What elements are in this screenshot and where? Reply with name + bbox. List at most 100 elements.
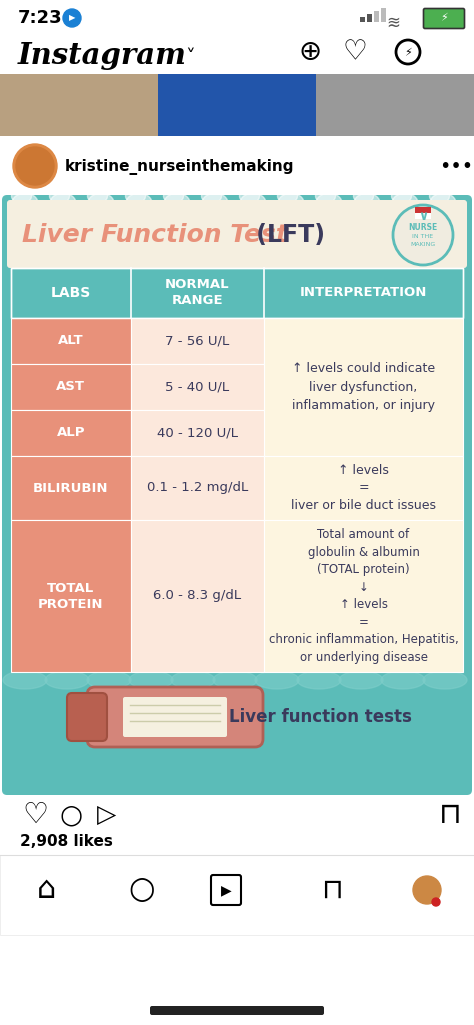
Circle shape	[13, 144, 57, 188]
Circle shape	[413, 876, 441, 904]
FancyBboxPatch shape	[131, 520, 264, 672]
Ellipse shape	[94, 203, 115, 217]
Text: 7 - 56 U/L: 7 - 56 U/L	[165, 334, 229, 347]
FancyBboxPatch shape	[423, 8, 465, 29]
Text: NORMAL
RANGE: NORMAL RANGE	[165, 279, 230, 308]
Ellipse shape	[3, 671, 47, 689]
Ellipse shape	[171, 671, 215, 689]
FancyBboxPatch shape	[0, 855, 474, 935]
Text: ↑ levels could indicate
liver dysfunction,
inflammation, or injury: ↑ levels could indicate liver dysfunctio…	[292, 362, 435, 412]
Text: ▶: ▶	[221, 883, 231, 897]
Text: NURSE: NURSE	[409, 222, 438, 232]
FancyBboxPatch shape	[158, 74, 316, 136]
Ellipse shape	[392, 189, 411, 204]
FancyBboxPatch shape	[131, 364, 264, 410]
Ellipse shape	[381, 671, 425, 689]
Ellipse shape	[18, 203, 38, 217]
FancyBboxPatch shape	[131, 410, 264, 456]
Ellipse shape	[361, 203, 381, 217]
Text: ⚡: ⚡	[404, 48, 412, 58]
Text: ⊕: ⊕	[298, 38, 322, 66]
Text: 7:23: 7:23	[18, 9, 63, 27]
Ellipse shape	[129, 671, 173, 689]
FancyBboxPatch shape	[264, 520, 463, 672]
FancyBboxPatch shape	[415, 213, 431, 219]
Ellipse shape	[88, 189, 108, 204]
Text: ⊓: ⊓	[321, 876, 343, 904]
FancyBboxPatch shape	[316, 74, 474, 136]
Ellipse shape	[12, 194, 38, 213]
Text: Liver Function Test: Liver Function Test	[22, 223, 288, 247]
Text: ♡: ♡	[22, 801, 48, 829]
Ellipse shape	[322, 203, 343, 217]
Text: ≋: ≋	[386, 14, 400, 32]
Ellipse shape	[399, 203, 419, 217]
Ellipse shape	[423, 671, 467, 689]
Text: ○: ○	[60, 802, 83, 828]
Ellipse shape	[201, 189, 221, 204]
Text: •••: •••	[439, 157, 473, 175]
Circle shape	[63, 9, 81, 27]
Text: ALT: ALT	[58, 334, 84, 347]
Ellipse shape	[354, 189, 374, 204]
Text: ○: ○	[128, 875, 155, 904]
Text: ALP: ALP	[56, 426, 85, 440]
Text: ▷: ▷	[97, 803, 116, 827]
FancyBboxPatch shape	[67, 693, 107, 741]
Text: 5 - 40 U/L: 5 - 40 U/L	[165, 380, 229, 394]
Text: ⌂: ⌂	[37, 875, 57, 904]
Ellipse shape	[126, 189, 146, 204]
Ellipse shape	[87, 671, 131, 689]
Ellipse shape	[246, 203, 266, 217]
Text: 6.0 - 8.3 g/dL: 6.0 - 8.3 g/dL	[154, 589, 242, 603]
FancyBboxPatch shape	[11, 318, 131, 364]
Ellipse shape	[284, 203, 304, 217]
Ellipse shape	[202, 194, 228, 213]
FancyBboxPatch shape	[11, 456, 131, 520]
Ellipse shape	[354, 194, 380, 213]
FancyBboxPatch shape	[11, 520, 131, 672]
Ellipse shape	[429, 189, 449, 204]
Ellipse shape	[437, 203, 456, 217]
Text: kristine_nurseinthemaking: kristine_nurseinthemaking	[65, 159, 294, 175]
Ellipse shape	[213, 671, 257, 689]
FancyBboxPatch shape	[264, 318, 463, 456]
Text: ∨: ∨	[418, 210, 428, 223]
Ellipse shape	[430, 194, 456, 213]
Ellipse shape	[392, 194, 418, 213]
FancyBboxPatch shape	[87, 687, 263, 747]
Text: AST: AST	[56, 380, 85, 394]
FancyBboxPatch shape	[367, 14, 372, 22]
Ellipse shape	[45, 671, 89, 689]
FancyBboxPatch shape	[131, 456, 264, 520]
Ellipse shape	[49, 189, 70, 204]
FancyBboxPatch shape	[381, 8, 386, 22]
Ellipse shape	[56, 203, 76, 217]
Text: ⚡: ⚡	[440, 13, 448, 23]
Text: ˅: ˅	[185, 48, 195, 68]
Ellipse shape	[240, 194, 266, 213]
Ellipse shape	[50, 194, 76, 213]
Text: ↑ levels
=
liver or bile duct issues: ↑ levels = liver or bile duct issues	[291, 464, 436, 512]
Ellipse shape	[88, 194, 114, 213]
FancyBboxPatch shape	[374, 11, 379, 22]
Ellipse shape	[255, 671, 299, 689]
FancyBboxPatch shape	[360, 17, 365, 22]
Circle shape	[432, 898, 440, 906]
FancyBboxPatch shape	[131, 318, 264, 364]
Text: 2,908 likes: 2,908 likes	[20, 833, 113, 849]
Text: Total amount of
globulin & albumin
(TOTAL protein)
↓
↑ levels
=
chronic inflamma: Total amount of globulin & albumin (TOTA…	[269, 528, 458, 664]
Ellipse shape	[278, 194, 304, 213]
Circle shape	[393, 205, 453, 265]
Text: Liver function tests: Liver function tests	[228, 708, 411, 726]
Text: 40 - 120 U/L: 40 - 120 U/L	[157, 426, 238, 440]
Ellipse shape	[171, 203, 191, 217]
Text: ♡: ♡	[343, 38, 367, 66]
FancyBboxPatch shape	[0, 74, 158, 136]
Ellipse shape	[316, 194, 342, 213]
FancyBboxPatch shape	[11, 364, 131, 410]
Circle shape	[16, 147, 54, 184]
Ellipse shape	[209, 203, 228, 217]
FancyBboxPatch shape	[7, 200, 467, 268]
Text: BILIRUBIN: BILIRUBIN	[33, 482, 109, 494]
